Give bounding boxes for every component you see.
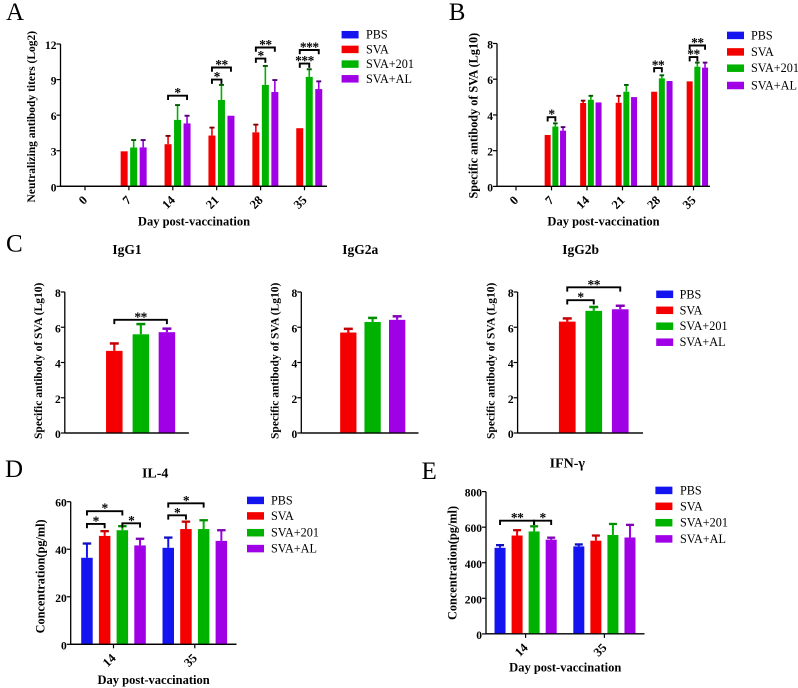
svg-text:6: 6 <box>55 323 61 335</box>
svg-text:0: 0 <box>476 630 482 642</box>
svg-text:8: 8 <box>508 288 514 300</box>
svg-text:**: ** <box>259 37 272 52</box>
svg-text:4: 4 <box>508 359 514 371</box>
svg-text:IL-4: IL-4 <box>142 467 168 482</box>
svg-text:C: C <box>6 230 23 257</box>
svg-text:20: 20 <box>55 593 67 605</box>
svg-text:6: 6 <box>51 111 57 123</box>
svg-text:60: 60 <box>55 498 67 510</box>
svg-text:IgG1: IgG1 <box>112 242 142 257</box>
svg-text:40: 40 <box>55 545 67 557</box>
svg-text:4: 4 <box>292 359 298 371</box>
svg-text:IgG2a: IgG2a <box>342 242 378 257</box>
svg-text:2: 2 <box>487 147 493 159</box>
svg-text:SVA+AL: SVA+AL <box>680 532 726 546</box>
svg-text:B: B <box>449 0 466 26</box>
svg-text:*: * <box>540 510 547 525</box>
svg-text:SVA: SVA <box>680 303 703 317</box>
svg-text:4: 4 <box>487 111 493 123</box>
svg-text:SVA+201: SVA+201 <box>751 61 798 75</box>
svg-text:Day post-vaccination: Day post-vaccination <box>98 673 210 687</box>
svg-text:*: * <box>102 501 109 516</box>
svg-text:PBS: PBS <box>680 287 702 301</box>
svg-text:Specific antibody of SVA (Lg10: Specific antibody of SVA (Lg10) <box>467 33 481 199</box>
svg-text:*: * <box>548 107 555 122</box>
svg-text:SVA+201: SVA+201 <box>271 526 319 540</box>
svg-text:*: * <box>174 85 181 100</box>
svg-text:400: 400 <box>465 559 483 571</box>
svg-text:0: 0 <box>487 182 493 194</box>
svg-text:12: 12 <box>45 40 57 52</box>
svg-text:**: ** <box>588 277 601 292</box>
svg-text:8: 8 <box>487 40 493 52</box>
svg-text:SVA: SVA <box>366 42 389 56</box>
svg-text:0: 0 <box>51 182 57 194</box>
svg-text:Neutralizing antibody titers (: Neutralizing antibody titers (Log2) <box>26 31 38 203</box>
svg-text:A: A <box>6 0 24 26</box>
svg-text:Specific antibody of SVA (Lg10: Specific antibody of SVA (Lg10) <box>33 282 45 439</box>
svg-text:SVA: SVA <box>680 499 703 513</box>
svg-text:6: 6 <box>487 75 493 87</box>
svg-text:D: D <box>5 456 23 483</box>
svg-text:IFN-γ: IFN-γ <box>550 456 586 471</box>
svg-text:**: ** <box>652 58 665 73</box>
svg-text:SVA+AL: SVA+AL <box>366 72 412 86</box>
svg-text:**: ** <box>134 309 147 324</box>
svg-text:200: 200 <box>465 594 483 606</box>
svg-text:E: E <box>422 458 437 485</box>
svg-text:9: 9 <box>51 76 57 88</box>
svg-text:*: * <box>174 505 181 520</box>
svg-text:Specific antibody of SVA (Lg10: Specific antibody of SVA (Lg10) <box>269 282 281 439</box>
svg-text:8: 8 <box>292 288 298 300</box>
svg-text:2: 2 <box>55 394 61 406</box>
svg-text:6: 6 <box>508 323 514 335</box>
svg-text:SVA: SVA <box>271 509 294 523</box>
svg-text:2: 2 <box>292 394 298 406</box>
svg-text:0: 0 <box>61 640 67 652</box>
svg-text:**: ** <box>687 47 700 62</box>
svg-text:Day post-vaccination: Day post-vaccination <box>547 215 659 229</box>
svg-text:*: * <box>214 69 221 84</box>
svg-text:PBS: PBS <box>366 28 388 42</box>
svg-text:*: * <box>183 493 190 508</box>
svg-text:***: *** <box>295 53 315 68</box>
svg-text:***: *** <box>300 40 320 55</box>
svg-text:PBS: PBS <box>271 493 293 507</box>
svg-text:0: 0 <box>55 429 61 441</box>
svg-text:*: * <box>93 513 100 528</box>
svg-text:0: 0 <box>508 429 514 441</box>
svg-text:Concentration(pg/ml): Concentration(pg/ml) <box>34 519 48 633</box>
svg-text:SVA+201: SVA+201 <box>680 516 728 530</box>
svg-text:SVA+201: SVA+201 <box>366 57 414 71</box>
svg-text:Day post-vaccination: Day post-vaccination <box>509 661 621 675</box>
svg-text:**: ** <box>511 510 524 525</box>
svg-text:SVA+AL: SVA+AL <box>751 79 797 93</box>
svg-text:*: * <box>577 290 584 305</box>
svg-text:**: ** <box>215 57 228 72</box>
svg-text:4: 4 <box>55 359 61 371</box>
svg-text:SVA+AL: SVA+AL <box>680 335 726 349</box>
svg-text:Day post-vaccination: Day post-vaccination <box>138 215 250 229</box>
svg-text:0: 0 <box>292 429 298 441</box>
svg-text:SVA+201: SVA+201 <box>680 319 728 333</box>
svg-text:600: 600 <box>465 523 483 535</box>
svg-text:Concentration(pg/ml): Concentration(pg/ml) <box>446 506 460 620</box>
svg-text:PBS: PBS <box>680 483 702 497</box>
svg-text:*: * <box>128 513 135 528</box>
svg-text:800: 800 <box>465 488 483 500</box>
svg-text:8: 8 <box>55 288 61 300</box>
svg-text:IgG2b: IgG2b <box>562 242 599 257</box>
svg-text:SVA: SVA <box>751 45 774 59</box>
svg-text:*: * <box>257 48 264 63</box>
svg-text:3: 3 <box>51 147 57 159</box>
svg-text:SVA+AL: SVA+AL <box>271 542 317 556</box>
svg-text:PBS: PBS <box>751 28 773 42</box>
svg-text:**: ** <box>691 35 704 50</box>
svg-text:2: 2 <box>508 394 514 406</box>
svg-text:6: 6 <box>292 323 298 335</box>
svg-text:Specific antibody of SVA (Lg10: Specific antibody of SVA (Lg10) <box>486 282 498 439</box>
